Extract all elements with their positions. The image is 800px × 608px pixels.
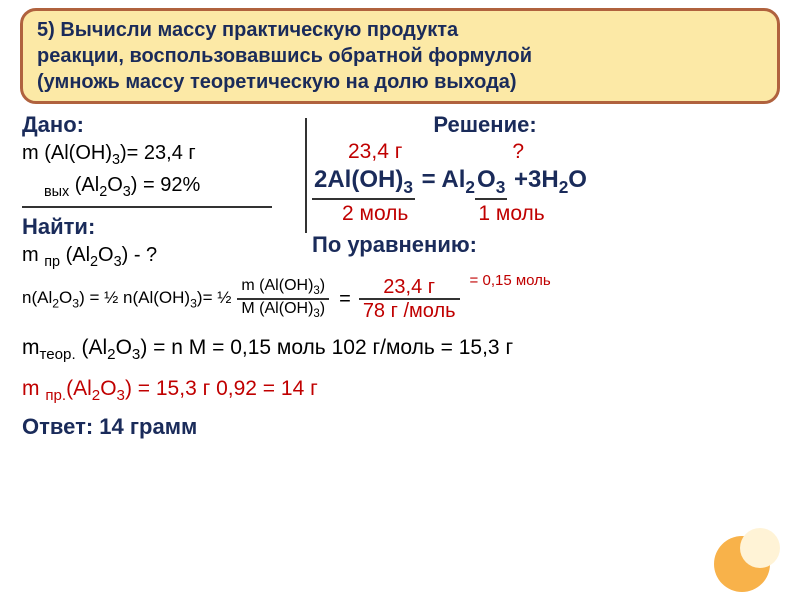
t: ) = 92% xyxy=(131,174,200,196)
m-pr-line: m пр.(Al2O3) = 15,3 г 0,92 = 14 г xyxy=(22,377,778,404)
deco-circles xyxy=(714,536,770,592)
t: M (Al(OH) xyxy=(241,300,313,317)
t: теор. xyxy=(40,346,76,363)
t: m (Al(OH) xyxy=(241,277,313,294)
over-right: ? xyxy=(512,140,524,164)
t: )= 23,4 г xyxy=(120,142,196,164)
t: O xyxy=(568,166,587,193)
t: m xyxy=(22,377,45,400)
n-calc-line: n(Al2O3) = ½ n(Al(OH)3)= ½ m (Al(OH)3) M… xyxy=(22,276,778,322)
t: +3H xyxy=(507,166,558,193)
t: ) = 15,3 г 0,92 = 14 г xyxy=(125,377,318,400)
t: )= ½ xyxy=(197,288,232,307)
t: O xyxy=(107,174,123,196)
t: O xyxy=(100,377,116,400)
given-column: Дано: m (Al(OH)3)= 23,4 г вых (Al2O3) = … xyxy=(22,112,312,270)
t: ) xyxy=(320,300,325,317)
below-right: 1 моль xyxy=(478,202,544,226)
t: пр xyxy=(44,254,60,270)
header-line3: (умножь массу теоретическую на долю выхо… xyxy=(37,69,763,95)
find-line: m пр (Al2O3) - ? xyxy=(22,244,312,270)
given-yield: вых (Al2O3) = 92% xyxy=(22,174,312,200)
content: Дано: m (Al(OH)3)= 23,4 г вых (Al2O3) = … xyxy=(0,112,800,440)
t: 2Al(OH) xyxy=(314,166,403,193)
m-teor-line: mтеор. (Al2O3) = n M = 0,15 моль 102 г/м… xyxy=(22,336,778,363)
equation: 2Al(OH)3 = Al2O3 +3H2O xyxy=(312,166,778,200)
header-line2: реакции, воспользовавшись обратной форму… xyxy=(37,43,763,69)
t: = Al xyxy=(415,166,465,193)
answer: Ответ: 14 грамм xyxy=(22,414,778,440)
t: O xyxy=(98,244,114,266)
t: m xyxy=(22,244,44,266)
t: (Al xyxy=(66,377,92,400)
n-result: = 0,15 моль xyxy=(470,272,551,289)
t: O xyxy=(59,288,72,307)
t: O xyxy=(477,166,496,193)
t: O xyxy=(116,336,132,359)
t: пр. xyxy=(45,387,66,404)
header-box: 5) Вычисли массу практическую продукта р… xyxy=(20,8,780,104)
t: m xyxy=(22,336,40,359)
t: 78 г /моль xyxy=(359,300,460,322)
t: = xyxy=(339,288,351,311)
t: ) xyxy=(320,277,325,294)
t: m (Al(OH) xyxy=(22,142,112,164)
solution-column: Решение: 23,4 г ? 2Al(OH)3 = Al2O3 +3H2O… xyxy=(312,112,778,270)
t: вых xyxy=(44,184,69,200)
t: (Al xyxy=(60,244,90,266)
given-mass: m (Al(OH)3)= 23,4 г xyxy=(22,142,312,168)
t: n(Al xyxy=(22,288,52,307)
by-equation: По уравнению: xyxy=(312,232,778,258)
t: 23,4 г xyxy=(359,276,460,300)
over-left: 23,4 г xyxy=(348,140,402,164)
header-line1: 5) Вычисли массу практическую продукта xyxy=(37,17,763,43)
t: (Al xyxy=(69,174,99,196)
t: ) - ? xyxy=(122,244,158,266)
below-left: 2 моль xyxy=(342,202,408,226)
t: ) = n M = 0,15 моль 102 г/моль = 15,3 г xyxy=(140,336,513,359)
given-divider xyxy=(22,206,272,208)
deco-circle-inner xyxy=(740,528,780,568)
t: (Al xyxy=(76,336,108,359)
find-title: Найти: xyxy=(22,214,312,240)
solution-title: Решение: xyxy=(312,112,778,138)
t: ) = ½ n(Al(OH) xyxy=(79,288,190,307)
given-title: Дано: xyxy=(22,112,312,138)
